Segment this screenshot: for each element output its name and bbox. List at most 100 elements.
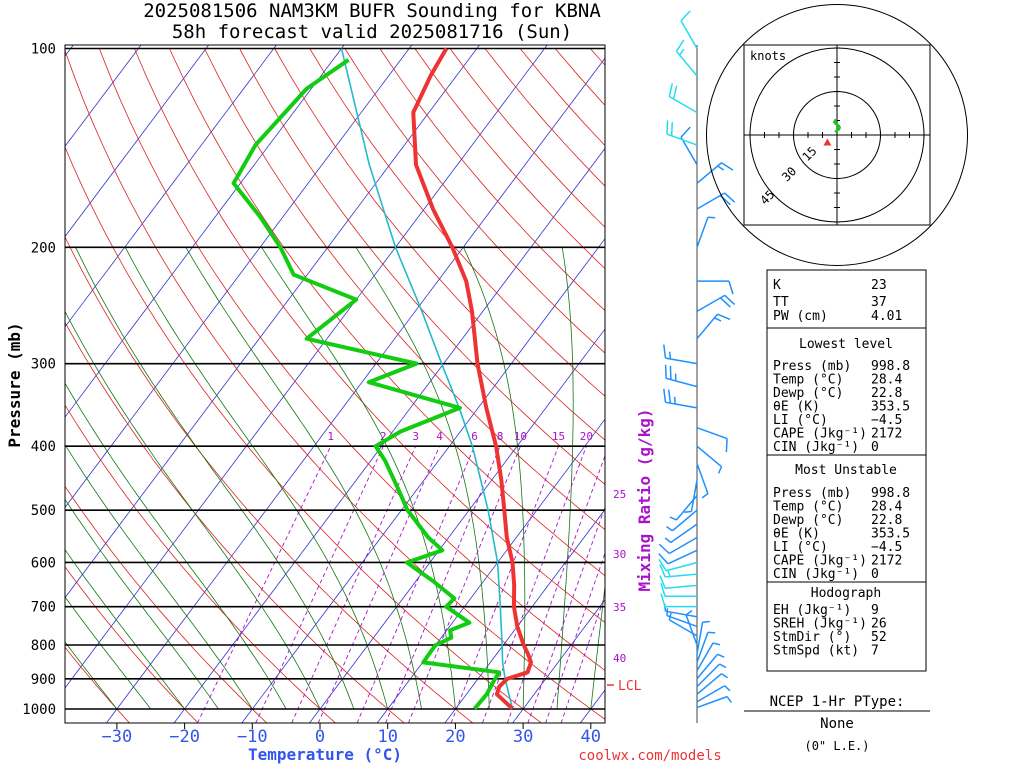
isotherm-line — [65, 45, 480, 599]
wind-barb — [658, 536, 698, 555]
isotherm-line — [65, 45, 210, 238]
wind-barb — [696, 426, 728, 453]
dry-adiabat-line — [134, 48, 605, 624]
wind-barb-half-flag — [717, 165, 725, 171]
mixing-ratio-title: Mixing Ratio (g/kg) — [635, 408, 654, 591]
lowest-level-row-label: CAPE (Jkg⁻¹) — [773, 427, 867, 442]
title-line-1: 2025081506 NAM3KM BUFR Sounding for KBNA — [143, 0, 601, 22]
mixing-ratio-label: 30 — [613, 548, 626, 561]
wind-barb-half-flag — [702, 620, 710, 624]
pw-value: 4.01 — [871, 309, 902, 324]
wind-barb-flag — [659, 564, 666, 578]
dry-adiabat-line — [204, 48, 605, 531]
moist-adiabat-line — [65, 596, 152, 710]
temperature-profile — [411, 47, 533, 711]
lowest-level-row-label: Temp (°C) — [773, 373, 843, 388]
wind-barb — [680, 10, 698, 49]
hodograph-stats-row-label: StmSpd (kt) — [773, 644, 859, 659]
most-unstable-header: Most Unstable — [795, 463, 897, 478]
wind-barb-flag — [719, 297, 731, 308]
wind-barb-half-flag — [673, 396, 677, 405]
wind-barb-staff — [667, 549, 698, 565]
most-unstable-row-label: Press (mb) — [773, 486, 851, 501]
dry-adiabat-line — [65, 404, 336, 723]
wind-barb-half-flag — [726, 696, 732, 703]
wind-barb — [696, 445, 723, 474]
temperature-tick-label: 40 — [581, 727, 601, 747]
isotherm-line — [65, 45, 413, 509]
wind-barb-half-flag — [668, 351, 672, 360]
wind-barb-staff — [696, 463, 709, 494]
lowest-level-row-value: 28.4 — [871, 373, 902, 388]
most-unstable-row-value: 353.5 — [871, 527, 910, 542]
mixing-ratio-label: 8 — [497, 430, 504, 443]
isotherm-line — [241, 238, 605, 723]
dry-adiabat-line — [344, 48, 605, 354]
wind-barb — [666, 120, 698, 146]
wind-barb-flag — [668, 83, 674, 97]
isotherm-line — [173, 147, 605, 723]
dry-adiabat-line — [65, 321, 405, 723]
wind-barb — [684, 479, 698, 513]
profiles — [231, 47, 533, 711]
wind-barb-staff — [685, 614, 698, 646]
wind-barb — [696, 695, 732, 709]
wind-barb — [666, 608, 698, 628]
wind-barb — [696, 620, 710, 654]
wind-barb-staff — [696, 695, 728, 709]
wind-barb-staff — [696, 426, 728, 440]
wind-barb-staff — [696, 622, 704, 654]
pressure-tick-label: 600 — [31, 555, 56, 571]
temperature-tick-label: −20 — [169, 727, 200, 747]
wind-barb — [668, 83, 698, 114]
wind-barb-flag — [663, 388, 667, 403]
wind-barb-flag — [724, 294, 736, 306]
wind-barb — [663, 344, 698, 365]
temperature-tick-label: 0 — [315, 727, 325, 747]
wind-barb-staff — [666, 614, 698, 628]
hodograph-trace — [832, 118, 842, 133]
wind-barb-staff — [668, 619, 698, 637]
mixing-ratio-line — [255, 446, 384, 723]
wind-barb — [696, 162, 734, 184]
wind-barb-staff — [696, 663, 721, 688]
dry-adiabat-line — [309, 48, 605, 397]
wind-barb-half-flag — [669, 516, 677, 521]
wind-barb-staff — [696, 653, 719, 680]
lcl-label: LCL — [618, 679, 642, 694]
isotherm-line — [65, 45, 277, 328]
hodograph-stats-row-label: EH (Jkg⁻¹) — [773, 603, 851, 618]
mixing-ratio-label: 25 — [613, 488, 626, 501]
mixing-ratio-label: 15 — [552, 430, 565, 443]
lowest-level-row-value: 2172 — [871, 427, 902, 442]
wind-barb-staff — [696, 673, 722, 695]
pressure-tick-label: 500 — [31, 503, 56, 519]
wind-barb-staff — [670, 523, 698, 544]
wind-barb-half-flag — [701, 493, 709, 499]
wind-barb — [660, 593, 697, 608]
wind-barb-staff — [668, 95, 698, 114]
wind-barb-flag — [666, 120, 669, 135]
wind-barb-half-flag — [721, 673, 728, 679]
isobars — [65, 47, 605, 710]
mixing-ratio-label: 6 — [471, 430, 478, 443]
wind-barb — [659, 575, 698, 589]
wind-barb-staff — [690, 479, 698, 512]
wind-barb — [663, 603, 698, 618]
k-index-label: K — [773, 278, 781, 293]
temperature-tick-label: −10 — [237, 727, 268, 747]
most-unstable-row-value: 998.8 — [871, 486, 910, 501]
moist-adiabat-line — [124, 247, 389, 710]
pw-label: PW (cm) — [773, 309, 828, 324]
wind-barb — [675, 39, 698, 77]
wind-barb — [696, 653, 725, 680]
temperature-tick-label: 10 — [377, 727, 397, 747]
wind-barb-staff — [696, 632, 709, 663]
wind-barb-staff — [665, 584, 698, 589]
wind-barb-half-flag — [679, 48, 685, 56]
wind-barb — [660, 583, 697, 598]
wind-barb-staff — [680, 20, 698, 49]
lowest-level-row-value: 0 — [871, 440, 879, 455]
